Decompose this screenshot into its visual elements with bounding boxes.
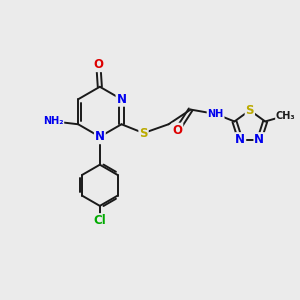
Text: CH₃: CH₃: [276, 111, 296, 121]
Text: N: N: [116, 93, 127, 106]
Text: S: S: [139, 127, 148, 140]
Text: NH₂: NH₂: [43, 116, 63, 126]
Text: S: S: [246, 104, 254, 117]
Text: Cl: Cl: [94, 214, 106, 227]
Text: NH: NH: [208, 109, 224, 119]
Text: O: O: [93, 58, 103, 71]
Text: N: N: [95, 130, 105, 143]
Text: N: N: [254, 133, 264, 146]
Text: N: N: [235, 133, 245, 146]
Text: O: O: [172, 124, 182, 136]
